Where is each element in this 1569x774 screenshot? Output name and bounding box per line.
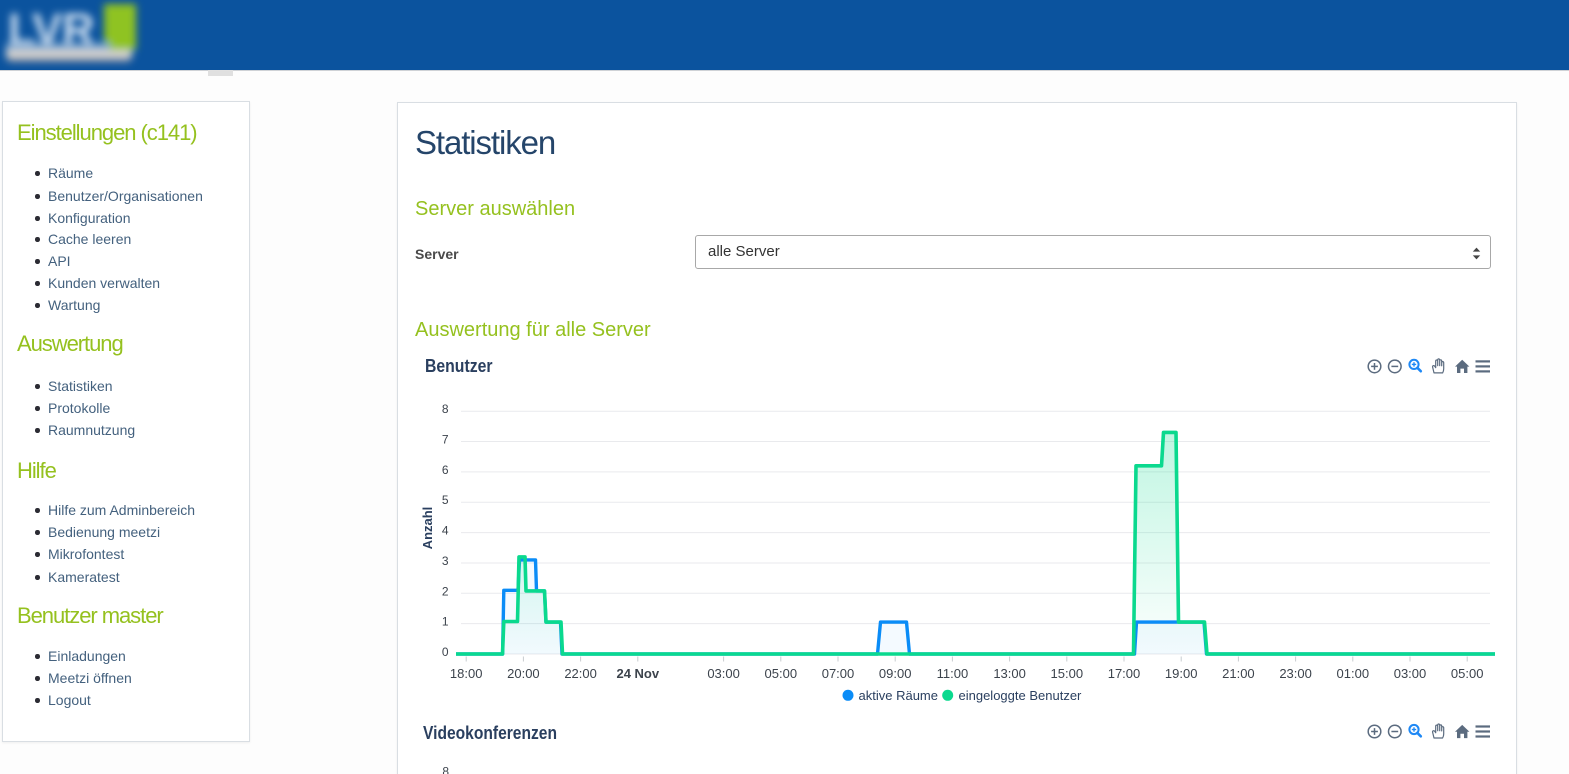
svg-text:0: 0 (442, 645, 449, 659)
svg-text:01:00: 01:00 (1337, 666, 1370, 681)
svg-text:05:00: 05:00 (1451, 666, 1484, 681)
svg-text:8: 8 (442, 765, 449, 774)
svg-text:09:00: 09:00 (879, 666, 912, 681)
svg-text:eingeloggte Benutzer: eingeloggte Benutzer (959, 688, 1083, 703)
svg-text:21:00: 21:00 (1222, 666, 1255, 681)
svg-text:5: 5 (442, 493, 449, 507)
svg-text:13:00: 13:00 (993, 666, 1026, 681)
svg-text:22:00: 22:00 (564, 666, 597, 681)
svg-text:19:00: 19:00 (1165, 666, 1198, 681)
svg-text:20:00: 20:00 (507, 666, 540, 681)
svg-text:11:00: 11:00 (937, 666, 969, 681)
svg-text:Anzahl: Anzahl (420, 507, 435, 550)
svg-text:23:00: 23:00 (1279, 666, 1312, 681)
svg-text:4: 4 (442, 524, 449, 538)
svg-text:03:00: 03:00 (1394, 666, 1427, 681)
svg-text:1: 1 (442, 615, 449, 629)
svg-text:Benutzer: Benutzer (425, 355, 493, 376)
svg-text:aktive Räume: aktive Räume (859, 688, 938, 703)
svg-text:18:00: 18:00 (450, 666, 483, 681)
svg-text:7: 7 (442, 433, 449, 447)
svg-text:Videokonferenzen: Videokonferenzen (423, 722, 557, 743)
svg-text:15:00: 15:00 (1051, 666, 1084, 681)
svg-text:03:00: 03:00 (707, 666, 740, 681)
svg-text:07:00: 07:00 (822, 666, 855, 681)
svg-text:24 Nov: 24 Nov (616, 666, 659, 681)
svg-text:2: 2 (442, 584, 449, 598)
svg-text:6: 6 (442, 463, 449, 477)
svg-text:05:00: 05:00 (765, 666, 798, 681)
svg-text:8: 8 (442, 402, 449, 416)
svg-text:3: 3 (442, 554, 449, 568)
svg-text:17:00: 17:00 (1108, 666, 1141, 681)
